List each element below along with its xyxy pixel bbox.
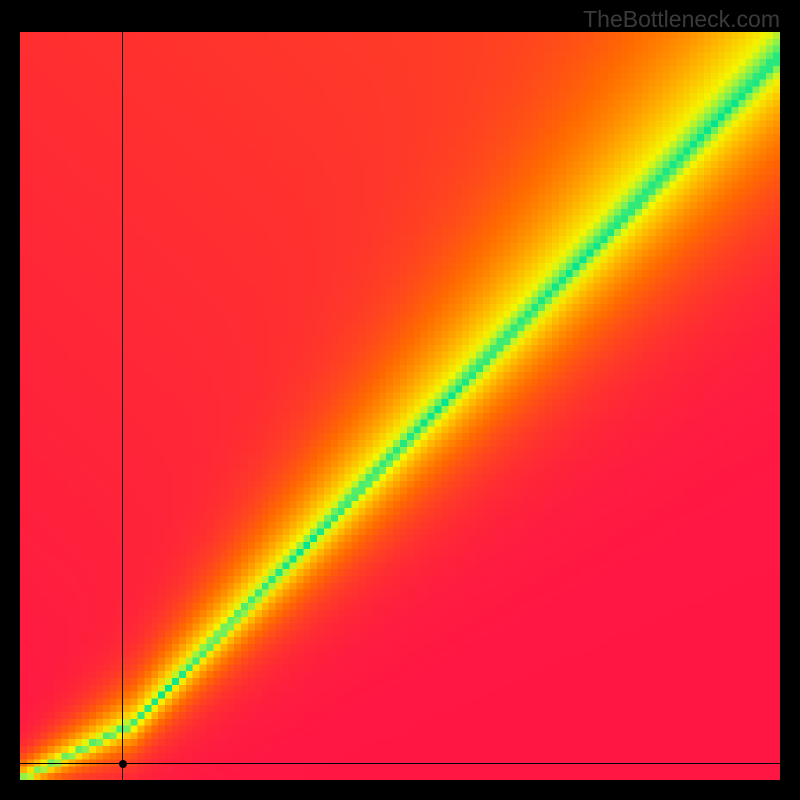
watermark-text: TheBottleneck.com bbox=[583, 6, 780, 33]
bottleneck-heatmap bbox=[20, 32, 780, 780]
crosshair-horizontal-line bbox=[20, 763, 780, 764]
crosshair-vertical-line bbox=[122, 32, 123, 780]
plot-area bbox=[20, 32, 780, 780]
crosshair-marker bbox=[119, 760, 127, 768]
